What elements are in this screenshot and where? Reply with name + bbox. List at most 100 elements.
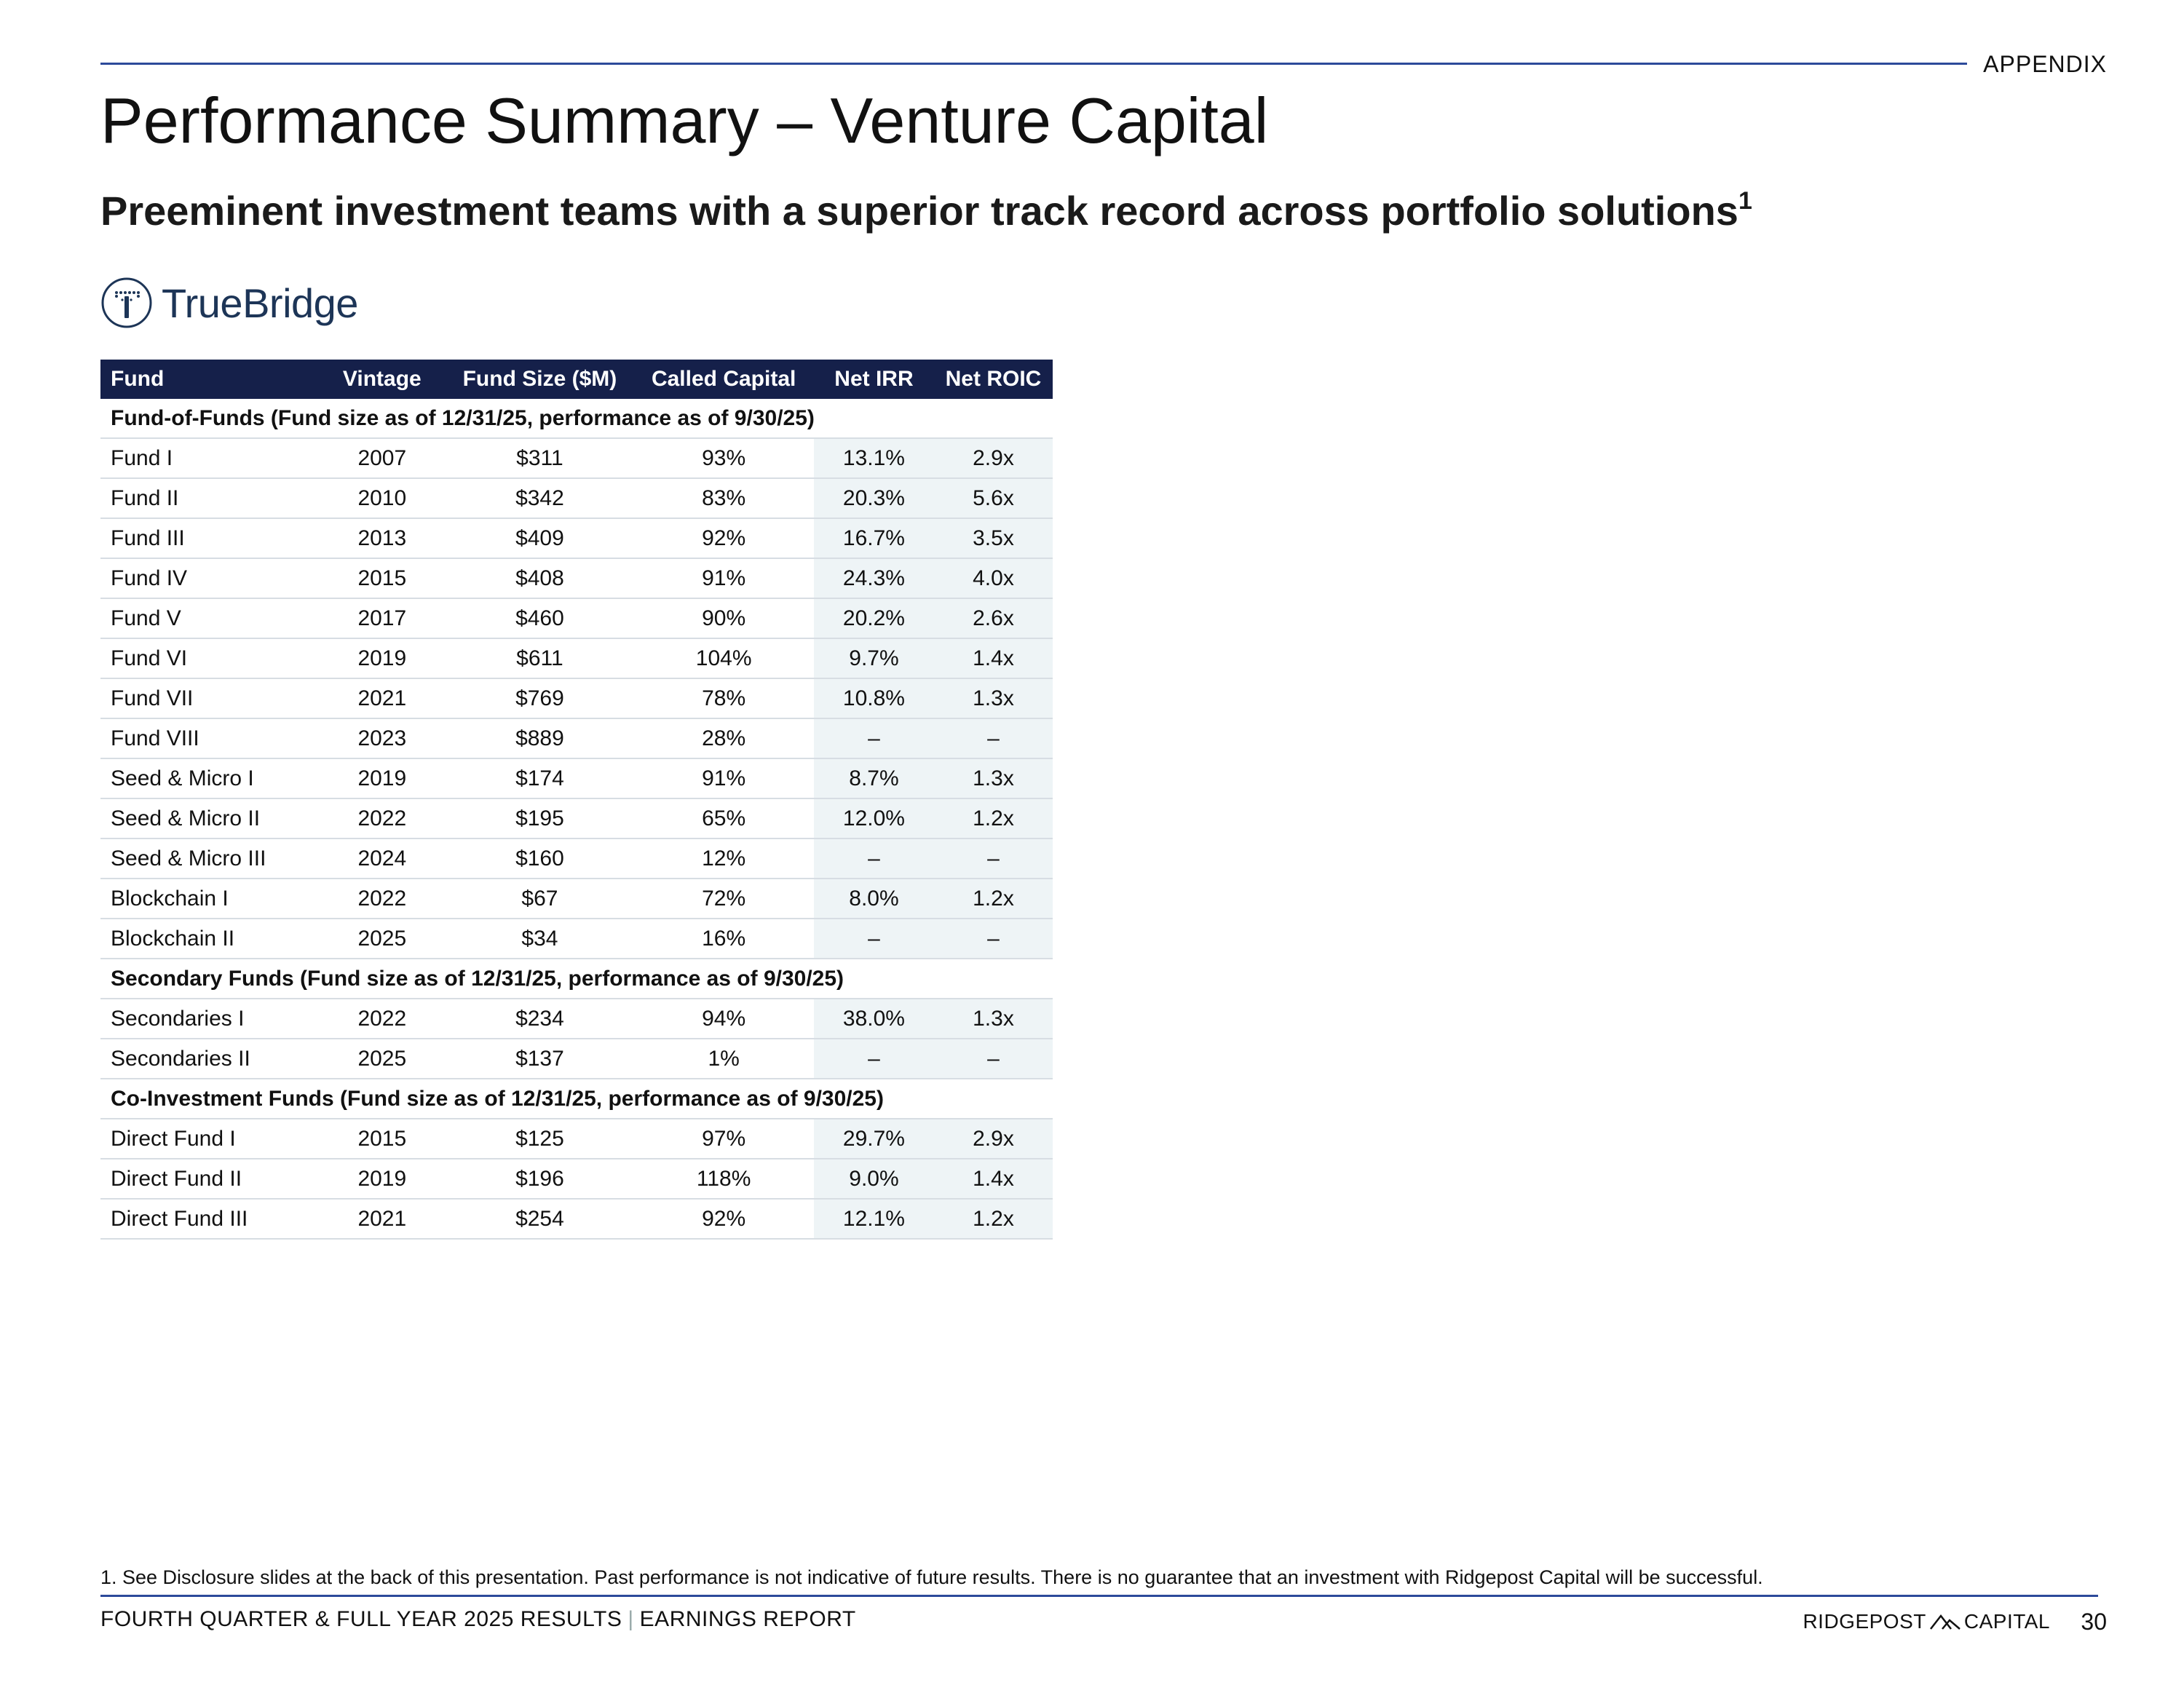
table-row: Direct Fund II 2019 $196 118% 9.0% 1.4x [100,1159,1053,1200]
ridgepost-logo: RIDGEPOST CAPITAL [1803,1610,2050,1633]
performance-table: Fund Vintage Fund Size ($M) Called Capit… [100,360,1053,1240]
brand-left-text: RIDGEPOST [1803,1610,1926,1633]
net-roic-cell: 1.2x [933,798,1053,839]
table-row: Fund IV 2015 $408 91% 24.3% 4.0x [100,558,1053,599]
table-header-row: Fund Vintage Fund Size ($M) Called Capit… [100,360,1053,399]
fund-size-cell: $342 [446,478,634,519]
fund-size-cell: $408 [446,558,634,599]
truebridge-logo-icon [101,277,152,328]
net-roic-cell: 1.2x [933,879,1053,919]
fund-cell: Direct Fund II [100,1159,319,1200]
table-row: Blockchain I 2022 $67 72% 8.0% 1.2x [100,879,1053,919]
table-row: Fund V 2017 $460 90% 20.2% 2.6x [100,598,1053,639]
header-fund-size: Fund Size ($M) [446,360,634,399]
net-irr-cell: 16.7% [813,518,934,559]
net-roic-cell: – [933,718,1053,759]
called-capital-cell: 97% [633,1119,814,1159]
called-capital-cell: 118% [633,1159,814,1200]
net-roic-cell: 5.6x [933,478,1053,519]
fund-cell: Direct Fund I [100,1119,319,1159]
net-roic-cell: 1.2x [933,1199,1053,1240]
fund-cell: Seed & Micro I [100,758,319,799]
fund-size-cell: $174 [446,758,634,799]
truebridge-logo: TrueBridge [100,277,358,329]
called-capital-cell: 94% [633,999,814,1039]
net-irr-cell: 29.7% [813,1119,934,1159]
fund-cell: Fund II [100,478,319,519]
table-row: Fund II 2010 $342 83% 20.3% 5.6x [100,478,1053,519]
table-row: Secondaries II 2025 $137 1% – – [100,1039,1053,1079]
called-capital-cell: 12% [633,838,814,879]
vintage-cell: 2022 [318,879,446,919]
net-irr-cell: 20.2% [813,598,934,639]
called-capital-cell: 91% [633,558,814,599]
section-header-row: Fund-of-Funds (Fund size as of 12/31/25,… [100,399,1053,439]
section-label: APPENDIX [1983,51,2107,77]
net-roic-cell: 1.4x [933,1159,1053,1200]
called-capital-cell: 16% [633,919,814,959]
fund-cell: Secondaries II [100,1039,319,1079]
fund-size-cell: $137 [446,1039,634,1079]
net-roic-cell: 1.4x [933,638,1053,679]
header-net-roic: Net ROIC [933,360,1053,399]
page-title: Performance Summary – Venture Capital [100,84,1269,156]
net-roic-cell: – [933,1039,1053,1079]
called-capital-cell: 72% [633,879,814,919]
footer-report-title: FOURTH QUARTER & FULL YEAR 2025 RESULTS |… [100,1607,856,1632]
fund-cell: Seed & Micro II [100,798,319,839]
header-fund: Fund [100,360,319,399]
subtitle-text: Preeminent investment teams with a super… [100,188,1738,234]
vintage-cell: 2010 [318,478,446,519]
net-irr-cell: 10.8% [813,678,934,719]
net-roic-cell: – [933,919,1053,959]
vintage-cell: 2019 [318,638,446,679]
net-roic-cell: 2.9x [933,1119,1053,1159]
fund-cell: Seed & Micro III [100,838,319,879]
table-row: Fund III 2013 $409 92% 16.7% 3.5x [100,518,1053,559]
brand-right-text: CAPITAL [1963,1610,2050,1633]
called-capital-cell: 93% [633,438,814,479]
vintage-cell: 2021 [318,1199,446,1240]
table-row: Fund I 2007 $311 93% 13.1% 2.9x [100,438,1053,479]
vintage-cell: 2013 [318,518,446,559]
fund-size-cell: $195 [446,798,634,839]
net-roic-cell: – [933,838,1053,879]
called-capital-cell: 92% [633,1199,814,1240]
page-subtitle: Preeminent investment teams with a super… [100,186,1752,235]
net-irr-cell: 13.1% [813,438,934,479]
fund-size-cell: $889 [446,718,634,759]
fund-size-cell: $67 [446,879,634,919]
vintage-cell: 2007 [318,438,446,479]
table-row: Fund VI 2019 $611 104% 9.7% 1.4x [100,638,1053,679]
vintage-cell: 2022 [318,798,446,839]
fund-size-cell: $611 [446,638,634,679]
table-row: Direct Fund III 2021 $254 92% 12.1% 1.2x [100,1199,1053,1240]
vintage-cell: 2023 [318,718,446,759]
net-irr-cell: 24.3% [813,558,934,599]
header-called-capital: Called Capital [633,360,814,399]
net-irr-cell: 12.0% [813,798,934,839]
net-roic-cell: 2.6x [933,598,1053,639]
net-irr-cell: – [813,838,934,879]
fund-cell: Fund III [100,518,319,559]
table-row: Seed & Micro I 2019 $174 91% 8.7% 1.3x [100,758,1053,799]
fund-cell: Fund VI [100,638,319,679]
fund-cell: Fund I [100,438,319,479]
net-irr-cell: 12.1% [813,1199,934,1240]
net-irr-cell: 8.7% [813,758,934,799]
footnote-ref: 1 [1738,187,1752,215]
section-header-row: Co-Investment Funds (Fund size as of 12/… [100,1079,1053,1119]
net-irr-cell: 9.7% [813,638,934,679]
net-irr-cell: – [813,919,934,959]
net-roic-cell: 2.9x [933,438,1053,479]
fund-cell: Fund VIII [100,718,319,759]
net-roic-cell: 4.0x [933,558,1053,599]
footer-report-type: EARNINGS REPORT [639,1607,856,1631]
net-irr-cell: 38.0% [813,999,934,1039]
section-title: Co-Investment Funds (Fund size as of 12/… [100,1079,1053,1119]
section-title: Secondary Funds (Fund size as of 12/31/2… [100,959,1053,999]
called-capital-cell: 78% [633,678,814,719]
footer-separator: | [628,1607,634,1631]
net-irr-cell: 8.0% [813,879,934,919]
table-row: Seed & Micro II 2022 $195 65% 12.0% 1.2x [100,798,1053,839]
